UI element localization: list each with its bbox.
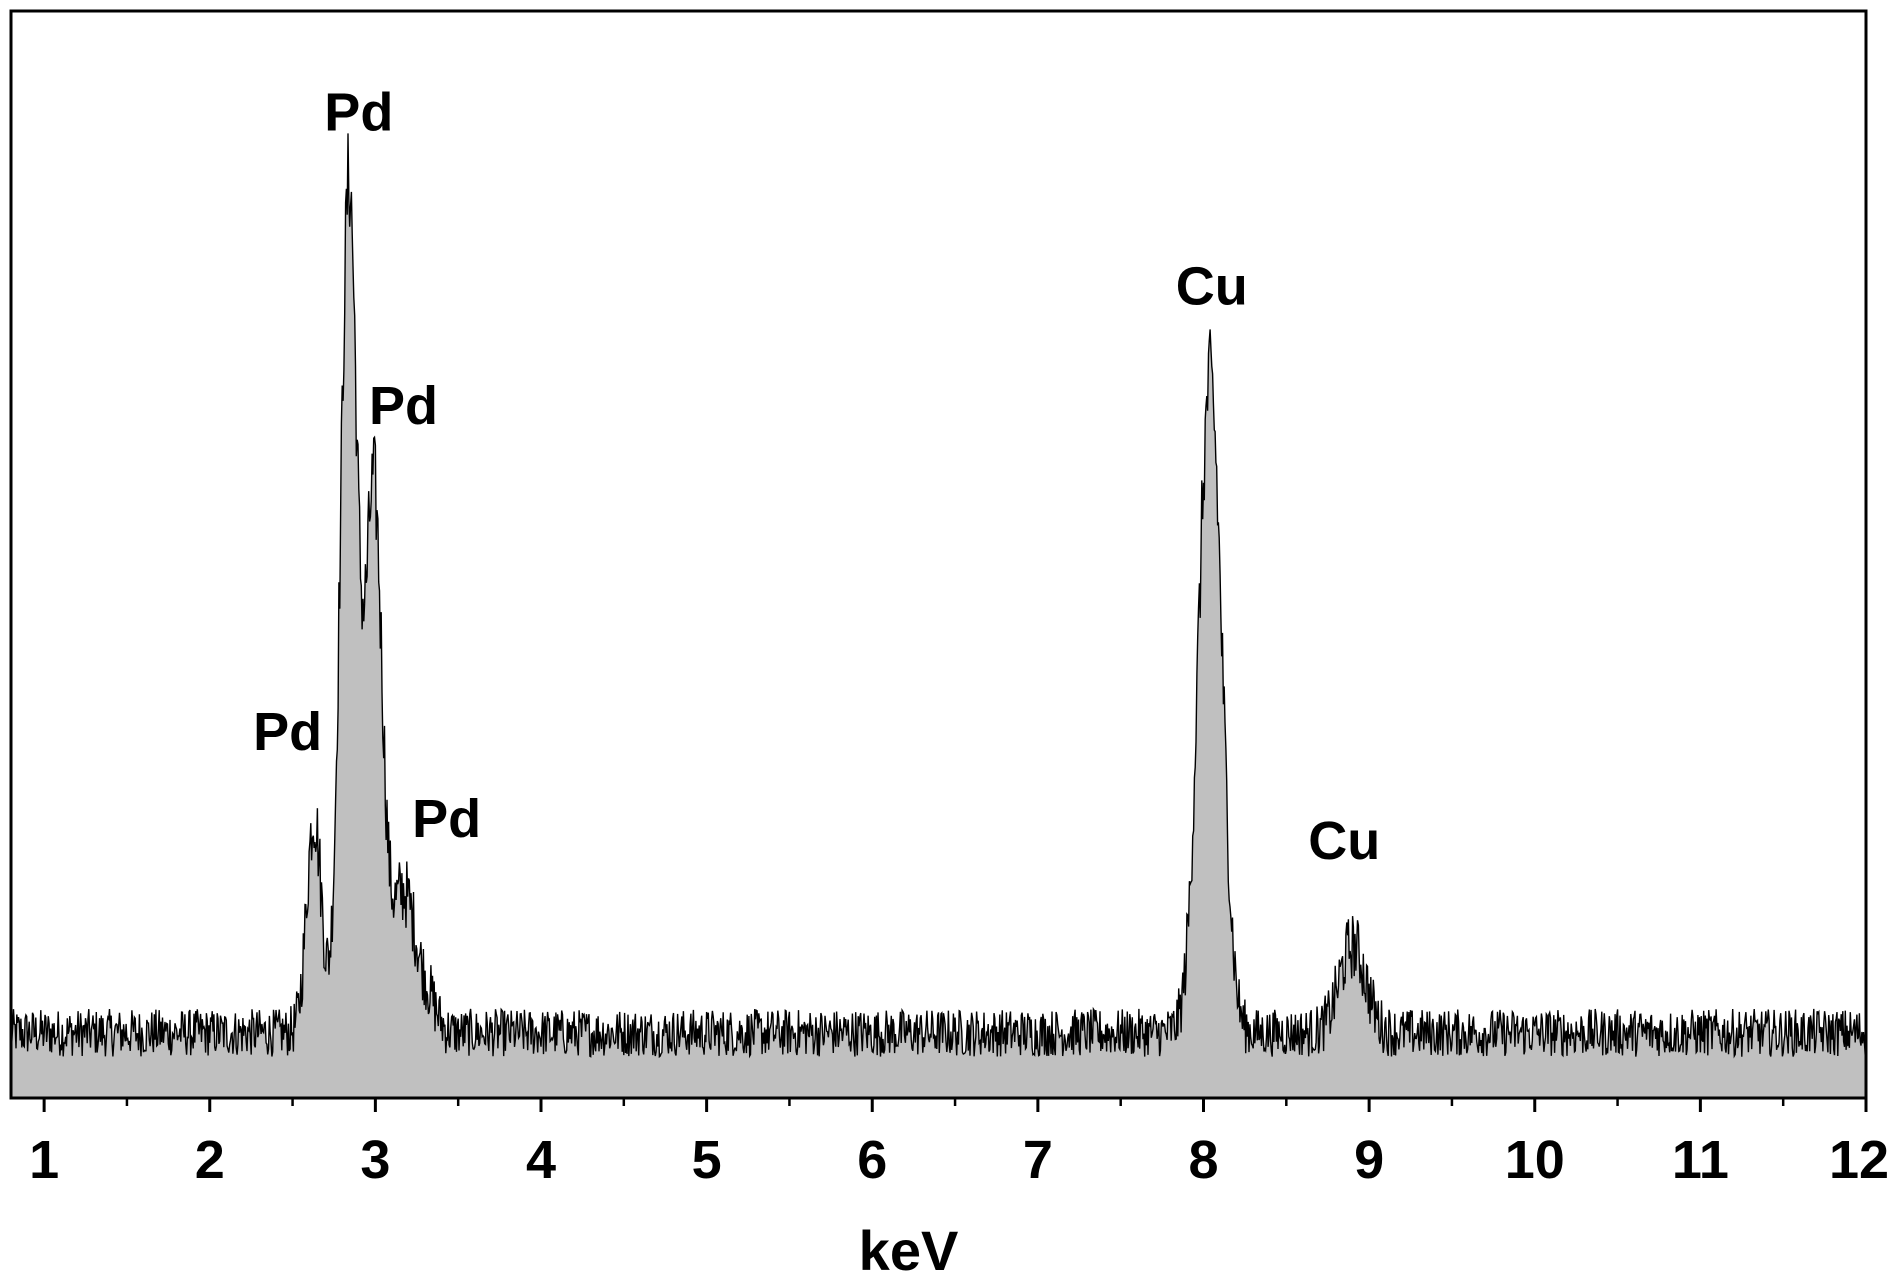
peak-label-cu: Cu xyxy=(1308,811,1380,871)
x-tick-label: 8 xyxy=(1188,1130,1218,1190)
x-tick-label: 3 xyxy=(360,1130,390,1190)
peak-annotations: Pd Pd Pd Pd Cu Cu xyxy=(253,83,1380,871)
x-tick-label: 9 xyxy=(1354,1130,1384,1190)
x-tick-label: 11 xyxy=(1672,1130,1729,1190)
x-tick-label: 5 xyxy=(692,1130,722,1190)
peak-label-pd: Pd xyxy=(412,789,481,849)
x-tick-label: 6 xyxy=(857,1130,887,1190)
x-axis-title: keV xyxy=(859,1219,959,1281)
peak-label-cu: Cu xyxy=(1176,256,1248,316)
plot-frame xyxy=(9,9,1868,1100)
x-tick-label: 7 xyxy=(1023,1130,1053,1190)
x-tick-label: 12 xyxy=(1829,1130,1889,1190)
peak-label-pd: Pd xyxy=(253,702,322,762)
spectrum-line xyxy=(10,133,1867,1059)
x-tick-label: 10 xyxy=(1505,1130,1565,1190)
x-tick-label: 4 xyxy=(526,1130,556,1190)
peak-label-pd: Pd xyxy=(369,376,438,436)
x-tick-label: 1 xyxy=(29,1130,59,1190)
peak-label-pd: Pd xyxy=(324,83,393,143)
plot-area xyxy=(10,133,1867,1098)
x-tick-label: 2 xyxy=(195,1130,225,1190)
x-axis-tick-labels: 1 2 3 4 5 6 7 8 9 10 11 12 xyxy=(29,1130,1889,1190)
